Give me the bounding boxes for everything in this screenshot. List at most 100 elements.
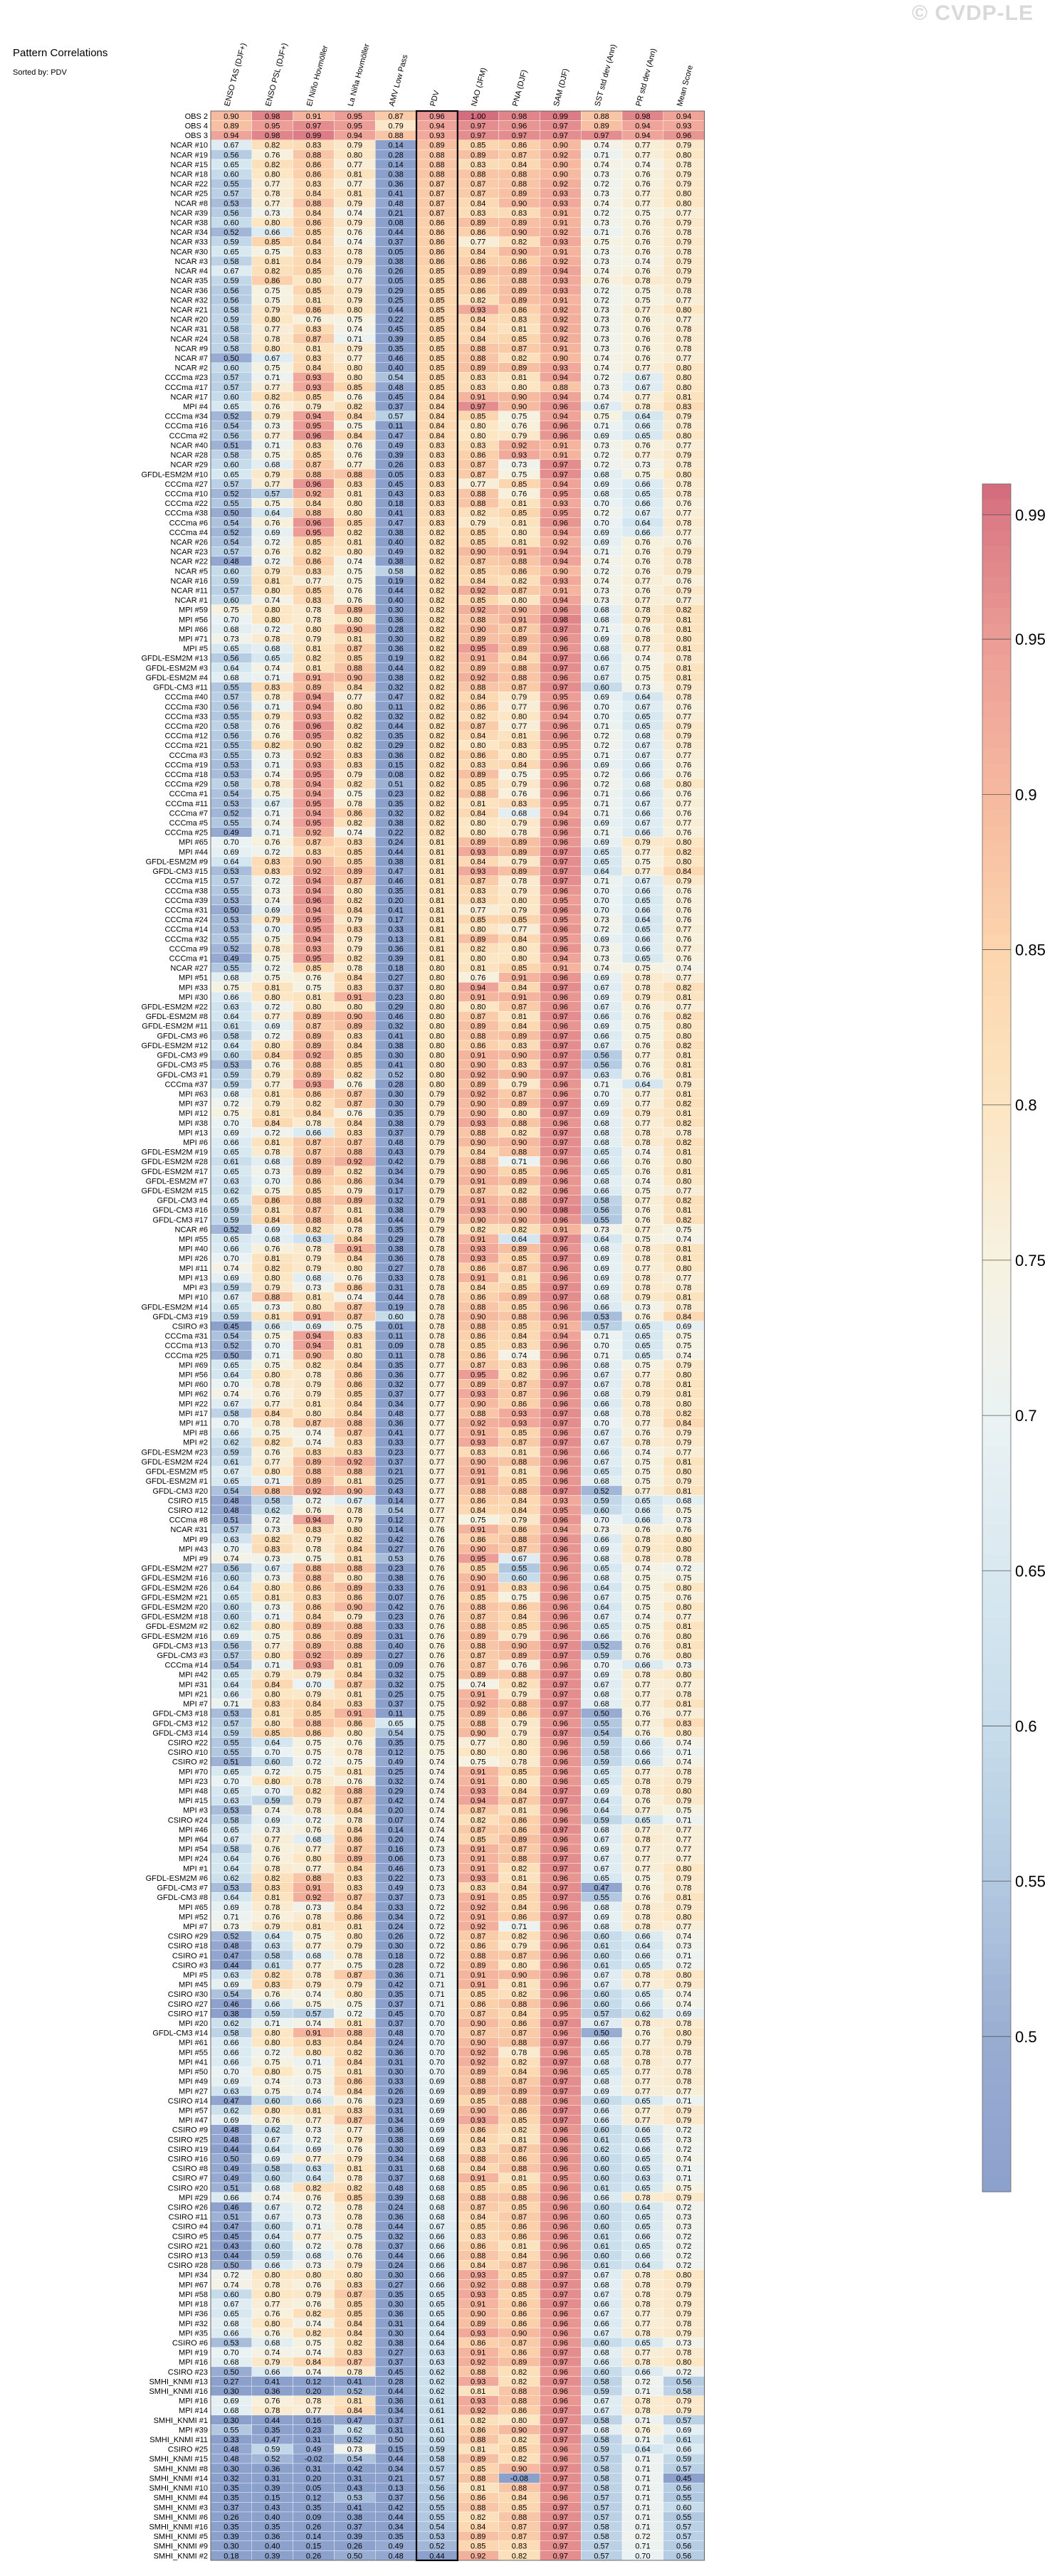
cell-value: 0.73 (224, 1923, 238, 1931)
cell-value: 0.87 (306, 1023, 321, 1031)
cell-value: 0.93 (553, 364, 568, 373)
cell-value: 0.89 (471, 1381, 485, 1389)
cell-value: 0.30 (388, 1100, 403, 1109)
cell-value: 0.66 (594, 1536, 609, 1544)
cell-value: 0.26 (388, 268, 403, 276)
cell-value: 0.77 (512, 926, 527, 934)
cell-value: 0.86 (471, 2000, 485, 2009)
cell-value: 0.72 (594, 771, 609, 779)
cell-value: 0.81 (429, 926, 444, 934)
row-label: CCCma #18 (164, 771, 208, 779)
cell-value: 0.79 (306, 1381, 321, 1389)
cell-value: 0.82 (676, 848, 691, 857)
cell-value: 0.82 (265, 1536, 280, 1544)
row-label: GFDL-ESM2M #15 (141, 1187, 208, 1195)
cell-value: 0.77 (635, 190, 650, 199)
cell-value: 0.76 (635, 441, 650, 450)
cell-value: 0.69 (594, 1284, 609, 1292)
cell-value: 0.66 (635, 935, 650, 944)
cell-value: 0.66 (635, 1748, 650, 1757)
cell-value: 0.93 (471, 867, 485, 876)
cell-value: 0.65 (388, 1719, 403, 1728)
cell-value: 0.78 (676, 1690, 691, 1699)
cell-value: 0.96 (553, 635, 568, 644)
cell-value: 0.90 (512, 1642, 527, 1650)
cell-value: 0.94 (306, 693, 321, 702)
cell-value: 0.83 (347, 1032, 362, 1040)
cell-value: 0.81 (676, 1109, 691, 1118)
cell-value: 0.79 (676, 1874, 691, 1883)
row-label: MPI #3 (183, 1284, 208, 1292)
cell-value: 0.48 (224, 1942, 238, 1951)
row-label: NCAR #9 (175, 344, 208, 353)
cell-value: 0.65 (224, 1149, 238, 1157)
cell-value: 0.53 (224, 1061, 238, 1070)
cell-value: 0.76 (265, 519, 280, 527)
row-label: CCCma #20 (164, 722, 208, 731)
cell-value: 0.76 (635, 1710, 650, 1719)
cell-value: 0.76 (676, 771, 691, 779)
cell-value: 0.91 (553, 1322, 568, 1331)
cell-value: 0.96 (553, 1923, 568, 1931)
cell-value: 0.81 (512, 1274, 527, 1282)
cell-value: 0.59 (224, 1448, 238, 1457)
cell-value: 0.97 (553, 1690, 568, 1699)
cell-value: 0.98 (635, 112, 650, 121)
cell-value: 0.95 (306, 800, 321, 808)
cell-value: 0.87 (306, 335, 321, 344)
cell-value: 0.57 (594, 1322, 609, 1331)
cell-value: 0.67 (594, 1981, 609, 1990)
cell-value: 0.91 (471, 655, 485, 663)
cell-value: 0.75 (635, 1187, 650, 1195)
cell-value: 0.67 (635, 741, 650, 750)
cell-value: 0.72 (265, 848, 280, 857)
row-label: CCCma #34 (164, 413, 208, 421)
cell-value: 0.76 (429, 1536, 444, 1544)
cell-value: 0.85 (471, 916, 485, 924)
row-label: CSIRO #3 (172, 1961, 208, 1970)
cell-value: 0.76 (306, 1506, 321, 1515)
cell-value: 0.55 (224, 1738, 238, 1747)
cell-value: 0.11 (389, 422, 404, 431)
cell-value: 0.76 (676, 538, 691, 547)
cell-value: 0.79 (676, 877, 691, 886)
cell-value: 0.85 (512, 1303, 527, 1311)
cell-value: 0.80 (512, 1738, 527, 1747)
cell-value: 0.89 (512, 190, 527, 199)
cell-value: 0.82 (265, 393, 280, 401)
cell-value: 0.14 (388, 1496, 403, 1505)
cell-value: 0.80 (429, 1013, 444, 1021)
cell-value: 0.22 (388, 316, 403, 324)
cell-value: 0.82 (512, 1681, 527, 1689)
cell-value: 0.81 (429, 954, 444, 963)
row-label: MPI #5 (183, 645, 208, 653)
cell-value: 0.89 (306, 1158, 321, 1166)
row-label: MPI #48 (179, 1788, 208, 1796)
cell-value: 0.80 (676, 374, 691, 382)
row-label: MPI #59 (179, 606, 208, 615)
row-label: CSIRO #30 (168, 1990, 208, 1999)
cell-value: 0.65 (224, 1768, 238, 1776)
cell-value: 0.91 (471, 1235, 485, 1244)
cell-value: 0.88 (512, 1700, 527, 1709)
cell-value: 0.94 (306, 935, 321, 944)
cell-value: 0.81 (306, 993, 321, 1002)
cell-value: 0.52 (224, 1225, 238, 1234)
cell-value: 0.06 (388, 1855, 403, 1864)
cell-value: 0.92 (471, 606, 485, 615)
cell-value: 0.78 (306, 1778, 321, 1786)
cell-value: 0.96 (553, 1622, 568, 1631)
cell-value: 0.67 (347, 1496, 362, 1505)
cell-value: 0.70 (224, 1255, 238, 1263)
cell-value: 0.81 (512, 1468, 527, 1477)
cell-value: 0.74 (635, 1177, 650, 1186)
cell-value: 0.84 (347, 684, 362, 692)
cell-value: 0.79 (635, 1294, 650, 1302)
cell-value: 0.96 (553, 1187, 568, 1195)
cell-value: 0.87 (471, 470, 485, 479)
cell-value: 0.74 (429, 1836, 444, 1844)
cell-value: 0.79 (347, 296, 362, 305)
cell-value: 0.96 (553, 2000, 568, 2009)
cell-value: 0.91 (471, 1778, 485, 1786)
cell-value: 0.38 (388, 1042, 403, 1050)
